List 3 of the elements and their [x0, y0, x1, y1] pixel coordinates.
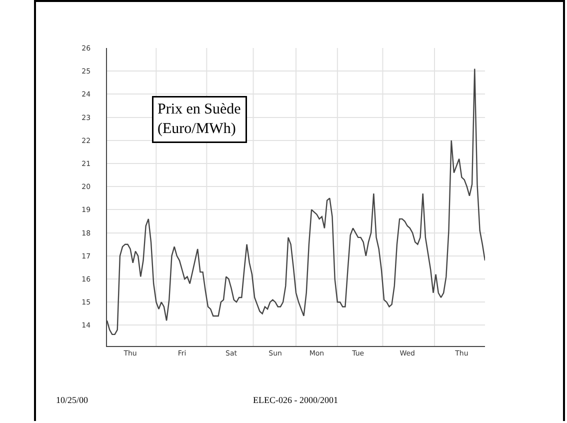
annotation: Prix en Suède (Euro/MWh): [158, 102, 242, 137]
text: ELEC-026 - 2000/2001: [253, 395, 338, 405]
text: 10/25/00: [56, 395, 88, 405]
